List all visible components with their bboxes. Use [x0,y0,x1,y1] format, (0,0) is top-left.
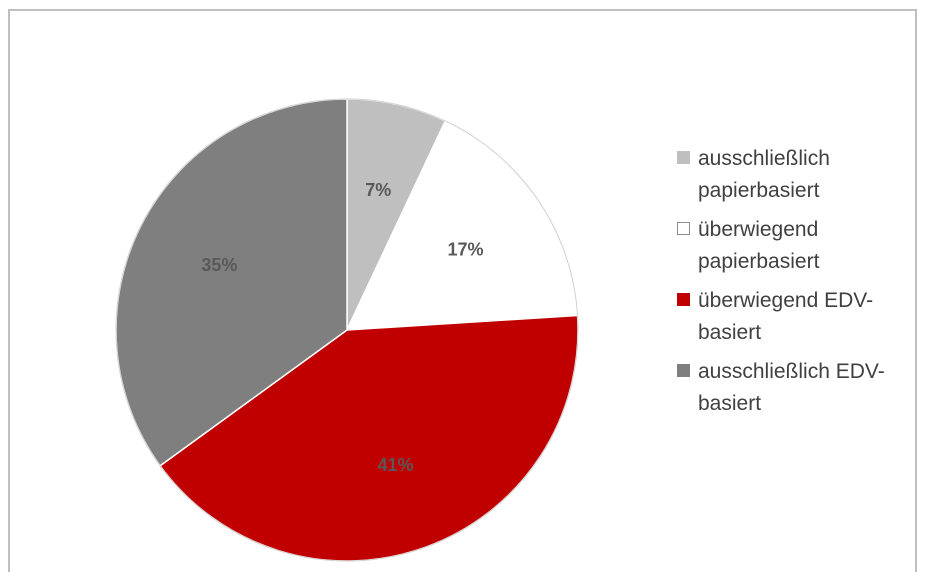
legend-item-ueberwiegend-edv-basiert: überwiegend EDV- basiert [677,285,917,349]
legend-label-continued: papierbasiert [698,250,820,273]
legend-item-ausschliesslich-papierbasiert: ausschließlich papierbasiert [677,143,917,207]
legend-label: ausschließlich EDV- [698,360,885,383]
legend-label: überwiegend [698,218,819,241]
legend-item-ausschliesslich-edv-basiert: ausschließlich EDV- basiert [677,356,917,420]
legend-swatch [677,293,690,306]
legend-swatch [677,222,690,235]
data-label-ueberwiegend-edv-basiert: 41% [377,455,413,475]
legend-label-continued: basiert [698,321,762,344]
legend-label: überwiegend EDV- [698,289,874,312]
legend-item-ueberwiegend-papierbasiert: überwiegend papierbasiert [677,214,917,278]
data-label-ausschliesslich-papierbasiert: 7% [365,180,391,200]
pie-data-labels: 7% 17% 41% 35% [201,180,483,475]
legend-label: ausschließlich [698,147,830,170]
legend-label-continued: basiert [698,392,762,415]
legend-label-continued: papierbasiert [698,179,820,202]
legend: ausschließlich papierbasiert überwiegend… [677,143,917,427]
data-label-ueberwiegend-papierbasiert: 17% [447,239,483,259]
legend-swatch [677,364,690,377]
data-label-ausschliesslich-edv-basiert: 35% [201,255,237,275]
pie-outline [115,98,579,562]
legend-swatch [677,151,690,164]
pie-slices [115,98,579,562]
